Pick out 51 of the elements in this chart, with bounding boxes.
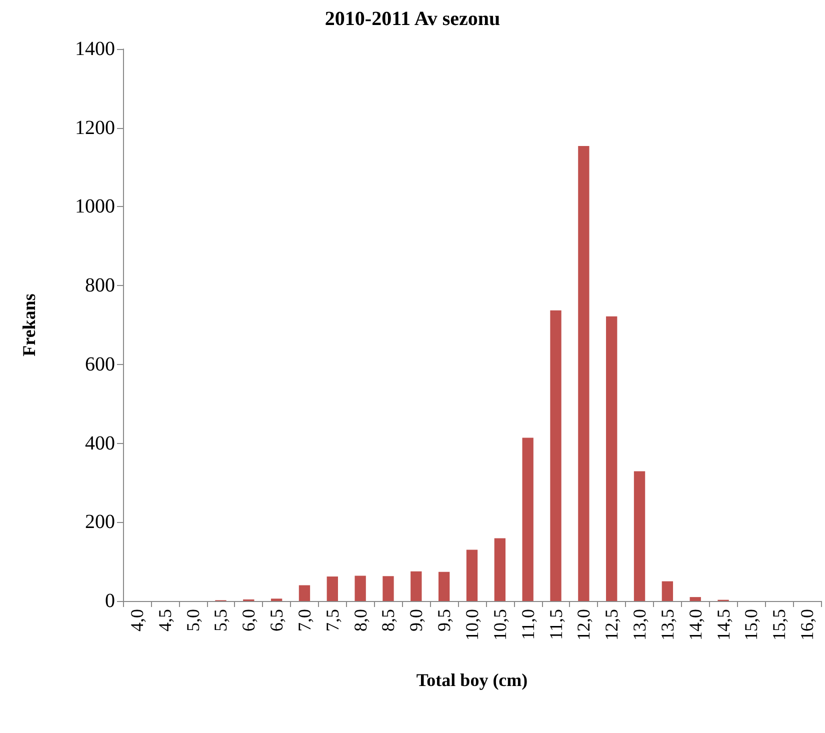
x-tick-label: 8,5 [378, 609, 398, 632]
bar [690, 597, 701, 601]
x-tick-label: 4,5 [154, 609, 175, 632]
y-tick-label: 600 [85, 353, 115, 376]
y-tick-label: 1200 [75, 116, 115, 139]
x-tick-label: 15,5 [769, 609, 790, 640]
y-tick-label: 1400 [75, 38, 115, 60]
x-tick-label: 5,0 [182, 609, 203, 632]
bar [578, 146, 590, 601]
y-tick-label: 400 [85, 432, 115, 454]
x-tick-label: 6,0 [238, 609, 259, 632]
x-tick-label: 14,5 [713, 609, 734, 640]
bar [354, 576, 366, 601]
x-tick-label: 11,5 [546, 609, 566, 640]
x-tick-label: 9,0 [406, 609, 426, 632]
bar [410, 571, 422, 601]
x-tick-label: 11,0 [518, 609, 538, 640]
x-axis-title: Total boy (cm) [416, 670, 528, 690]
x-tick-label: 8,0 [350, 609, 370, 632]
bar [466, 550, 478, 601]
x-tick-label: 10,0 [462, 609, 482, 640]
x-tick-label: 12,0 [574, 609, 594, 640]
bar [522, 438, 534, 601]
bar [326, 576, 338, 601]
x-tick-label: 16,0 [797, 609, 818, 640]
bar [438, 572, 450, 601]
y-tick-label: 800 [85, 274, 115, 297]
x-tick-label: 7,5 [322, 609, 342, 632]
bar [494, 538, 506, 601]
x-tick-label: 13,5 [657, 609, 678, 640]
x-tick-label: 4,0 [126, 609, 147, 632]
y-tick-label: 0 [105, 590, 115, 612]
y-tick-label: 1000 [75, 196, 115, 218]
x-tick-label: 6,5 [266, 609, 287, 632]
x-tick-label: 14,0 [685, 609, 706, 640]
bar [550, 310, 562, 601]
x-tick-label: 5,5 [210, 609, 231, 632]
x-tick-label: 12,5 [602, 609, 622, 640]
bar [298, 585, 310, 601]
bar [662, 581, 674, 601]
bar [634, 471, 646, 601]
y-tick-label: 200 [85, 511, 115, 534]
bar [382, 576, 394, 601]
x-tick-label: 10,5 [490, 609, 510, 640]
x-tick-label: 15,0 [741, 609, 762, 640]
x-tick-label: 7,0 [294, 609, 314, 632]
bar [606, 316, 618, 601]
x-tick-label: 9,5 [434, 609, 454, 632]
y-axis-title: Frekans [19, 294, 39, 356]
x-tick-label: 13,0 [630, 609, 650, 640]
chart-title: 2010-2011 Av sezonu [324, 8, 500, 30]
